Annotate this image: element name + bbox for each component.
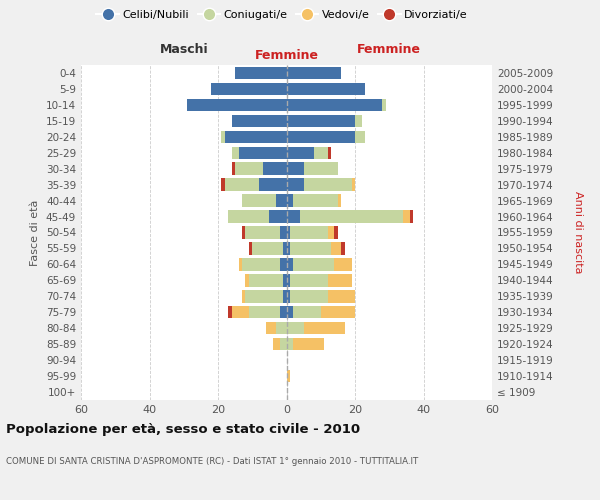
Bar [245,274,249,286]
Bar [228,210,269,223]
Bar [290,274,328,286]
Bar [276,194,287,207]
Bar [290,226,328,238]
Bar [321,306,355,318]
Legend: Celibi/Nubili, Coniugati/e, Vedovi/e, Divorziati/e: Celibi/Nubili, Coniugati/e, Vedovi/e, Di… [92,6,472,25]
Bar [382,98,386,111]
Bar [328,146,331,159]
Bar [287,322,304,334]
Bar [287,338,293,350]
Text: COMUNE DI SANTA CRISTINA D'ASPROMONTE (RC) - Dati ISTAT 1° gennaio 2010 - TUTTIT: COMUNE DI SANTA CRISTINA D'ASPROMONTE (R… [6,458,418,466]
Bar [352,178,355,191]
Bar [235,67,287,79]
Bar [249,306,280,318]
Bar [232,306,249,318]
Bar [287,146,314,159]
Bar [334,226,338,238]
Bar [245,226,280,238]
Bar [287,226,290,238]
Text: Maschi: Maschi [160,43,208,56]
Bar [287,178,304,191]
Bar [283,242,287,254]
Y-axis label: Fasce di età: Fasce di età [31,200,40,266]
Bar [334,258,352,270]
Bar [304,162,338,175]
Bar [304,178,352,191]
Bar [187,98,287,111]
Bar [232,146,239,159]
Bar [235,162,263,175]
Y-axis label: Anni di nascita: Anni di nascita [573,191,583,274]
Bar [266,322,276,334]
Bar [290,242,331,254]
Bar [287,114,355,127]
Bar [276,322,287,334]
Bar [280,338,287,350]
Bar [228,306,232,318]
Bar [249,242,252,254]
Text: Femmine: Femmine [254,48,319,62]
Bar [287,290,290,302]
Bar [280,306,287,318]
Bar [304,322,345,334]
Bar [242,290,245,302]
Bar [273,338,280,350]
Bar [287,274,290,286]
Bar [293,338,324,350]
Bar [403,210,410,223]
Bar [269,210,287,223]
Bar [341,242,345,254]
Bar [245,290,283,302]
Bar [280,226,287,238]
Bar [287,210,300,223]
Bar [287,67,341,79]
Bar [355,130,365,143]
Bar [293,194,338,207]
Bar [287,306,293,318]
Bar [287,98,382,111]
Bar [331,242,341,254]
Bar [300,210,403,223]
Bar [263,162,287,175]
Bar [221,178,225,191]
Bar [280,258,287,270]
Bar [283,274,287,286]
Bar [283,290,287,302]
Bar [328,226,334,238]
Bar [225,178,259,191]
Bar [221,130,225,143]
Text: Popolazione per età, sesso e stato civile - 2010: Popolazione per età, sesso e stato civil… [6,422,360,436]
Bar [287,194,293,207]
Bar [293,258,334,270]
Bar [287,242,290,254]
Bar [232,114,287,127]
Bar [293,306,321,318]
Bar [290,290,328,302]
Bar [287,258,293,270]
Text: Femmine: Femmine [357,43,421,56]
Bar [287,162,304,175]
Bar [249,274,283,286]
Bar [338,194,341,207]
Bar [232,162,235,175]
Bar [287,82,365,95]
Bar [239,258,242,270]
Bar [242,226,245,238]
Bar [410,210,413,223]
Bar [252,242,283,254]
Bar [239,146,287,159]
Bar [211,82,287,95]
Bar [287,130,355,143]
Bar [259,178,287,191]
Bar [328,290,355,302]
Bar [242,258,280,270]
Bar [242,194,276,207]
Bar [314,146,328,159]
Bar [287,370,290,382]
Bar [225,130,287,143]
Bar [355,114,362,127]
Bar [328,274,352,286]
